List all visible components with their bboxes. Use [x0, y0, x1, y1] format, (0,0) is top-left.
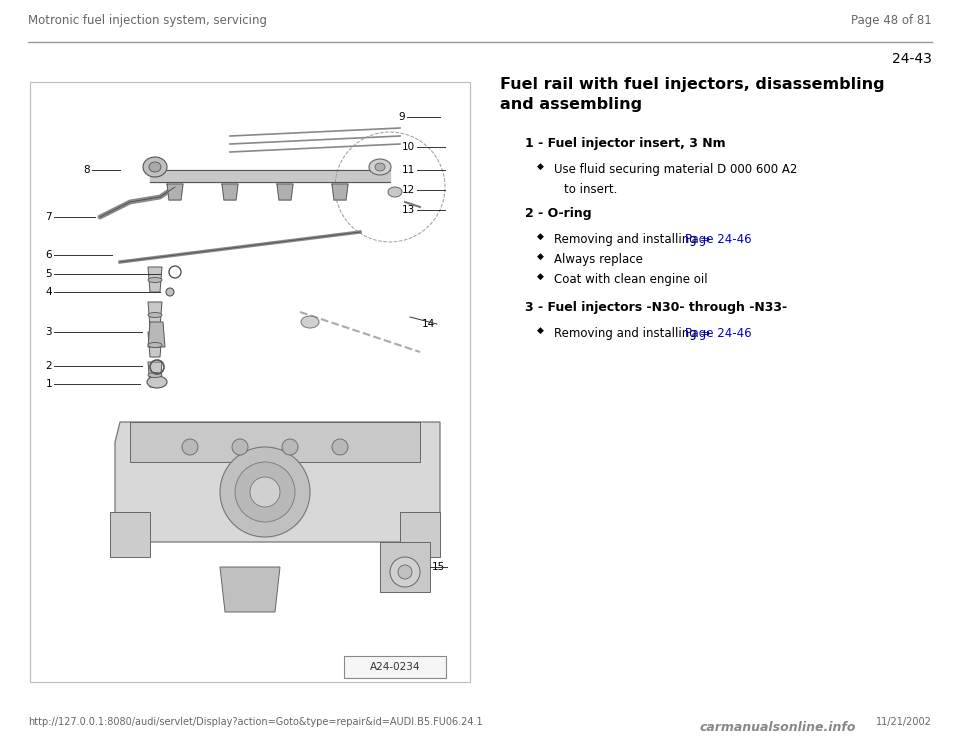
Circle shape	[220, 447, 310, 537]
Bar	[30, 82, 470, 682]
Ellipse shape	[375, 163, 385, 171]
Ellipse shape	[369, 159, 391, 175]
Text: 9: 9	[398, 112, 405, 122]
Ellipse shape	[147, 376, 167, 388]
Text: Use fluid securing material D 000 600 A2: Use fluid securing material D 000 600 A2	[554, 163, 798, 176]
Polygon shape	[148, 267, 162, 292]
Polygon shape	[332, 184, 348, 200]
Text: 3 - Fuel injectors -N30- through -N33-: 3 - Fuel injectors -N30- through -N33-	[525, 301, 787, 314]
Polygon shape	[148, 362, 162, 387]
Circle shape	[232, 439, 248, 455]
FancyBboxPatch shape	[344, 656, 446, 678]
Text: ◆: ◆	[537, 232, 543, 241]
Circle shape	[282, 439, 298, 455]
Text: 3: 3	[45, 327, 52, 337]
Text: Coat with clean engine oil: Coat with clean engine oil	[554, 273, 708, 286]
Text: 4: 4	[45, 287, 52, 297]
Polygon shape	[220, 567, 280, 612]
Polygon shape	[148, 332, 162, 357]
Polygon shape	[110, 512, 150, 557]
Ellipse shape	[148, 278, 162, 283]
Polygon shape	[277, 184, 293, 200]
Circle shape	[250, 477, 280, 507]
Text: carmanualsonline.info: carmanualsonline.info	[700, 721, 856, 734]
Text: ◆: ◆	[537, 272, 543, 281]
Polygon shape	[222, 184, 238, 200]
Text: ◆: ◆	[537, 252, 543, 261]
Circle shape	[332, 439, 348, 455]
Polygon shape	[167, 184, 183, 200]
Circle shape	[390, 557, 420, 587]
Text: 13: 13	[401, 205, 415, 215]
Text: Page 24-46: Page 24-46	[685, 327, 752, 340]
Polygon shape	[148, 302, 162, 327]
Text: Always replace: Always replace	[554, 253, 643, 266]
Ellipse shape	[148, 372, 162, 378]
Text: 15: 15	[432, 562, 445, 572]
Text: 12: 12	[401, 185, 415, 195]
Text: 6: 6	[45, 250, 52, 260]
Text: 1: 1	[45, 379, 52, 389]
Text: 8: 8	[84, 165, 90, 175]
Text: Page 24-46: Page 24-46	[685, 233, 752, 246]
Ellipse shape	[148, 312, 162, 318]
Text: 11: 11	[401, 165, 415, 175]
Text: A24-0234: A24-0234	[370, 662, 420, 672]
Text: and assembling: and assembling	[500, 97, 642, 112]
Text: 24-43: 24-43	[892, 52, 932, 66]
Text: ◆: ◆	[537, 326, 543, 335]
Text: 1 - Fuel injector insert, 3 Nm: 1 - Fuel injector insert, 3 Nm	[525, 137, 726, 150]
Polygon shape	[130, 422, 420, 462]
Text: 2: 2	[45, 361, 52, 371]
Polygon shape	[400, 512, 440, 557]
Ellipse shape	[143, 157, 167, 177]
Text: 14: 14	[421, 319, 435, 329]
Polygon shape	[380, 542, 430, 592]
Circle shape	[398, 565, 412, 579]
Ellipse shape	[149, 162, 161, 172]
Polygon shape	[148, 322, 165, 347]
Text: Motronic fuel injection system, servicing: Motronic fuel injection system, servicin…	[28, 14, 267, 27]
Ellipse shape	[301, 316, 319, 328]
Polygon shape	[150, 170, 390, 182]
Text: ◆: ◆	[537, 162, 543, 171]
Circle shape	[182, 439, 198, 455]
Circle shape	[166, 288, 174, 296]
Text: Removing and installing ⇒: Removing and installing ⇒	[554, 233, 714, 246]
Text: 10: 10	[402, 142, 415, 152]
Text: http://127.0.0.1:8080/audi/servlet/Display?action=Goto&type=repair&id=AUDI.B5.FU: http://127.0.0.1:8080/audi/servlet/Displ…	[28, 717, 483, 727]
Text: Page 48 of 81: Page 48 of 81	[852, 14, 932, 27]
Text: to insert.: to insert.	[564, 183, 617, 196]
Text: Removing and installing ⇒: Removing and installing ⇒	[554, 327, 714, 340]
Text: 7: 7	[45, 212, 52, 222]
Text: Fuel rail with fuel injectors, disassembling: Fuel rail with fuel injectors, disassemb…	[500, 77, 884, 92]
Ellipse shape	[388, 187, 402, 197]
Text: 5: 5	[45, 269, 52, 279]
Text: 2 - O-ring: 2 - O-ring	[525, 207, 591, 220]
Circle shape	[235, 462, 295, 522]
Ellipse shape	[148, 343, 162, 347]
Polygon shape	[115, 422, 440, 542]
Text: 11/21/2002: 11/21/2002	[876, 717, 932, 727]
